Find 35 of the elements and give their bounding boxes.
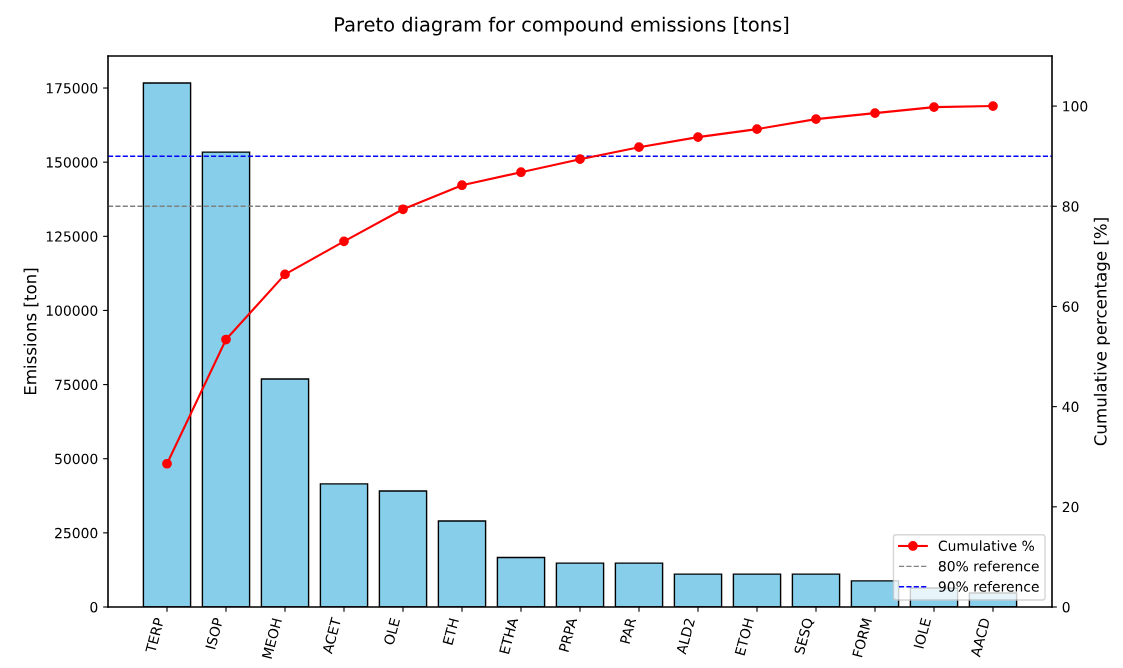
x-tick-label: ETH bbox=[442, 618, 459, 645]
x-tick-label: TERP bbox=[145, 617, 165, 654]
y-tick-label: 75000 bbox=[55, 379, 98, 391]
y2-tick-label: 60 bbox=[1062, 301, 1079, 312]
x-tick-label: PAR bbox=[619, 617, 637, 644]
y-tick-label: 125000 bbox=[46, 231, 98, 242]
y2-tick-label: 40 bbox=[1062, 401, 1079, 413]
x-tick-label: ACET bbox=[321, 616, 342, 655]
legend-label: 80% reference bbox=[938, 560, 1039, 572]
y-tick-label: 175000 bbox=[46, 83, 98, 94]
chart-title: Pareto diagram for compound emissions [tons] bbox=[335, 16, 789, 36]
y-axis-title: Emissions [ton] bbox=[23, 268, 39, 395]
y2-tick-label: 100 bbox=[1063, 101, 1088, 112]
x-tick-label: ETOH bbox=[734, 618, 755, 656]
x-tick-label: ALD2 bbox=[675, 618, 695, 655]
x-tick-label: FORM bbox=[852, 618, 873, 658]
y-tick-label: 0 bbox=[90, 601, 98, 613]
x-tick-label: IOLE bbox=[913, 617, 932, 649]
x-tick-label: AACD bbox=[970, 617, 991, 658]
y2-tick-label: 20 bbox=[1062, 501, 1079, 513]
y-tick-label: 50000 bbox=[55, 453, 98, 465]
y2-tick-label: 0 bbox=[1062, 601, 1070, 613]
x-tick-label: MEOH bbox=[261, 618, 283, 659]
y2-tick-label: 80 bbox=[1062, 201, 1079, 212]
y-tick-label: 25000 bbox=[55, 527, 98, 539]
y-tick-label: 150000 bbox=[46, 157, 98, 168]
legend-label: 90% reference bbox=[938, 581, 1039, 592]
x-tick-label: ETHA bbox=[499, 616, 519, 655]
x-tick-label: SESQ bbox=[793, 617, 815, 656]
legend-label: Cumulative % bbox=[938, 540, 1035, 552]
x-tick-label: OLE bbox=[383, 617, 401, 646]
y-tick-label: 100000 bbox=[46, 305, 98, 316]
x-tick-label: PRPA bbox=[558, 616, 578, 652]
x-tick-label: ISOP bbox=[205, 617, 224, 650]
y2-axis-title: Cumulative percentage [%] bbox=[1093, 218, 1110, 446]
